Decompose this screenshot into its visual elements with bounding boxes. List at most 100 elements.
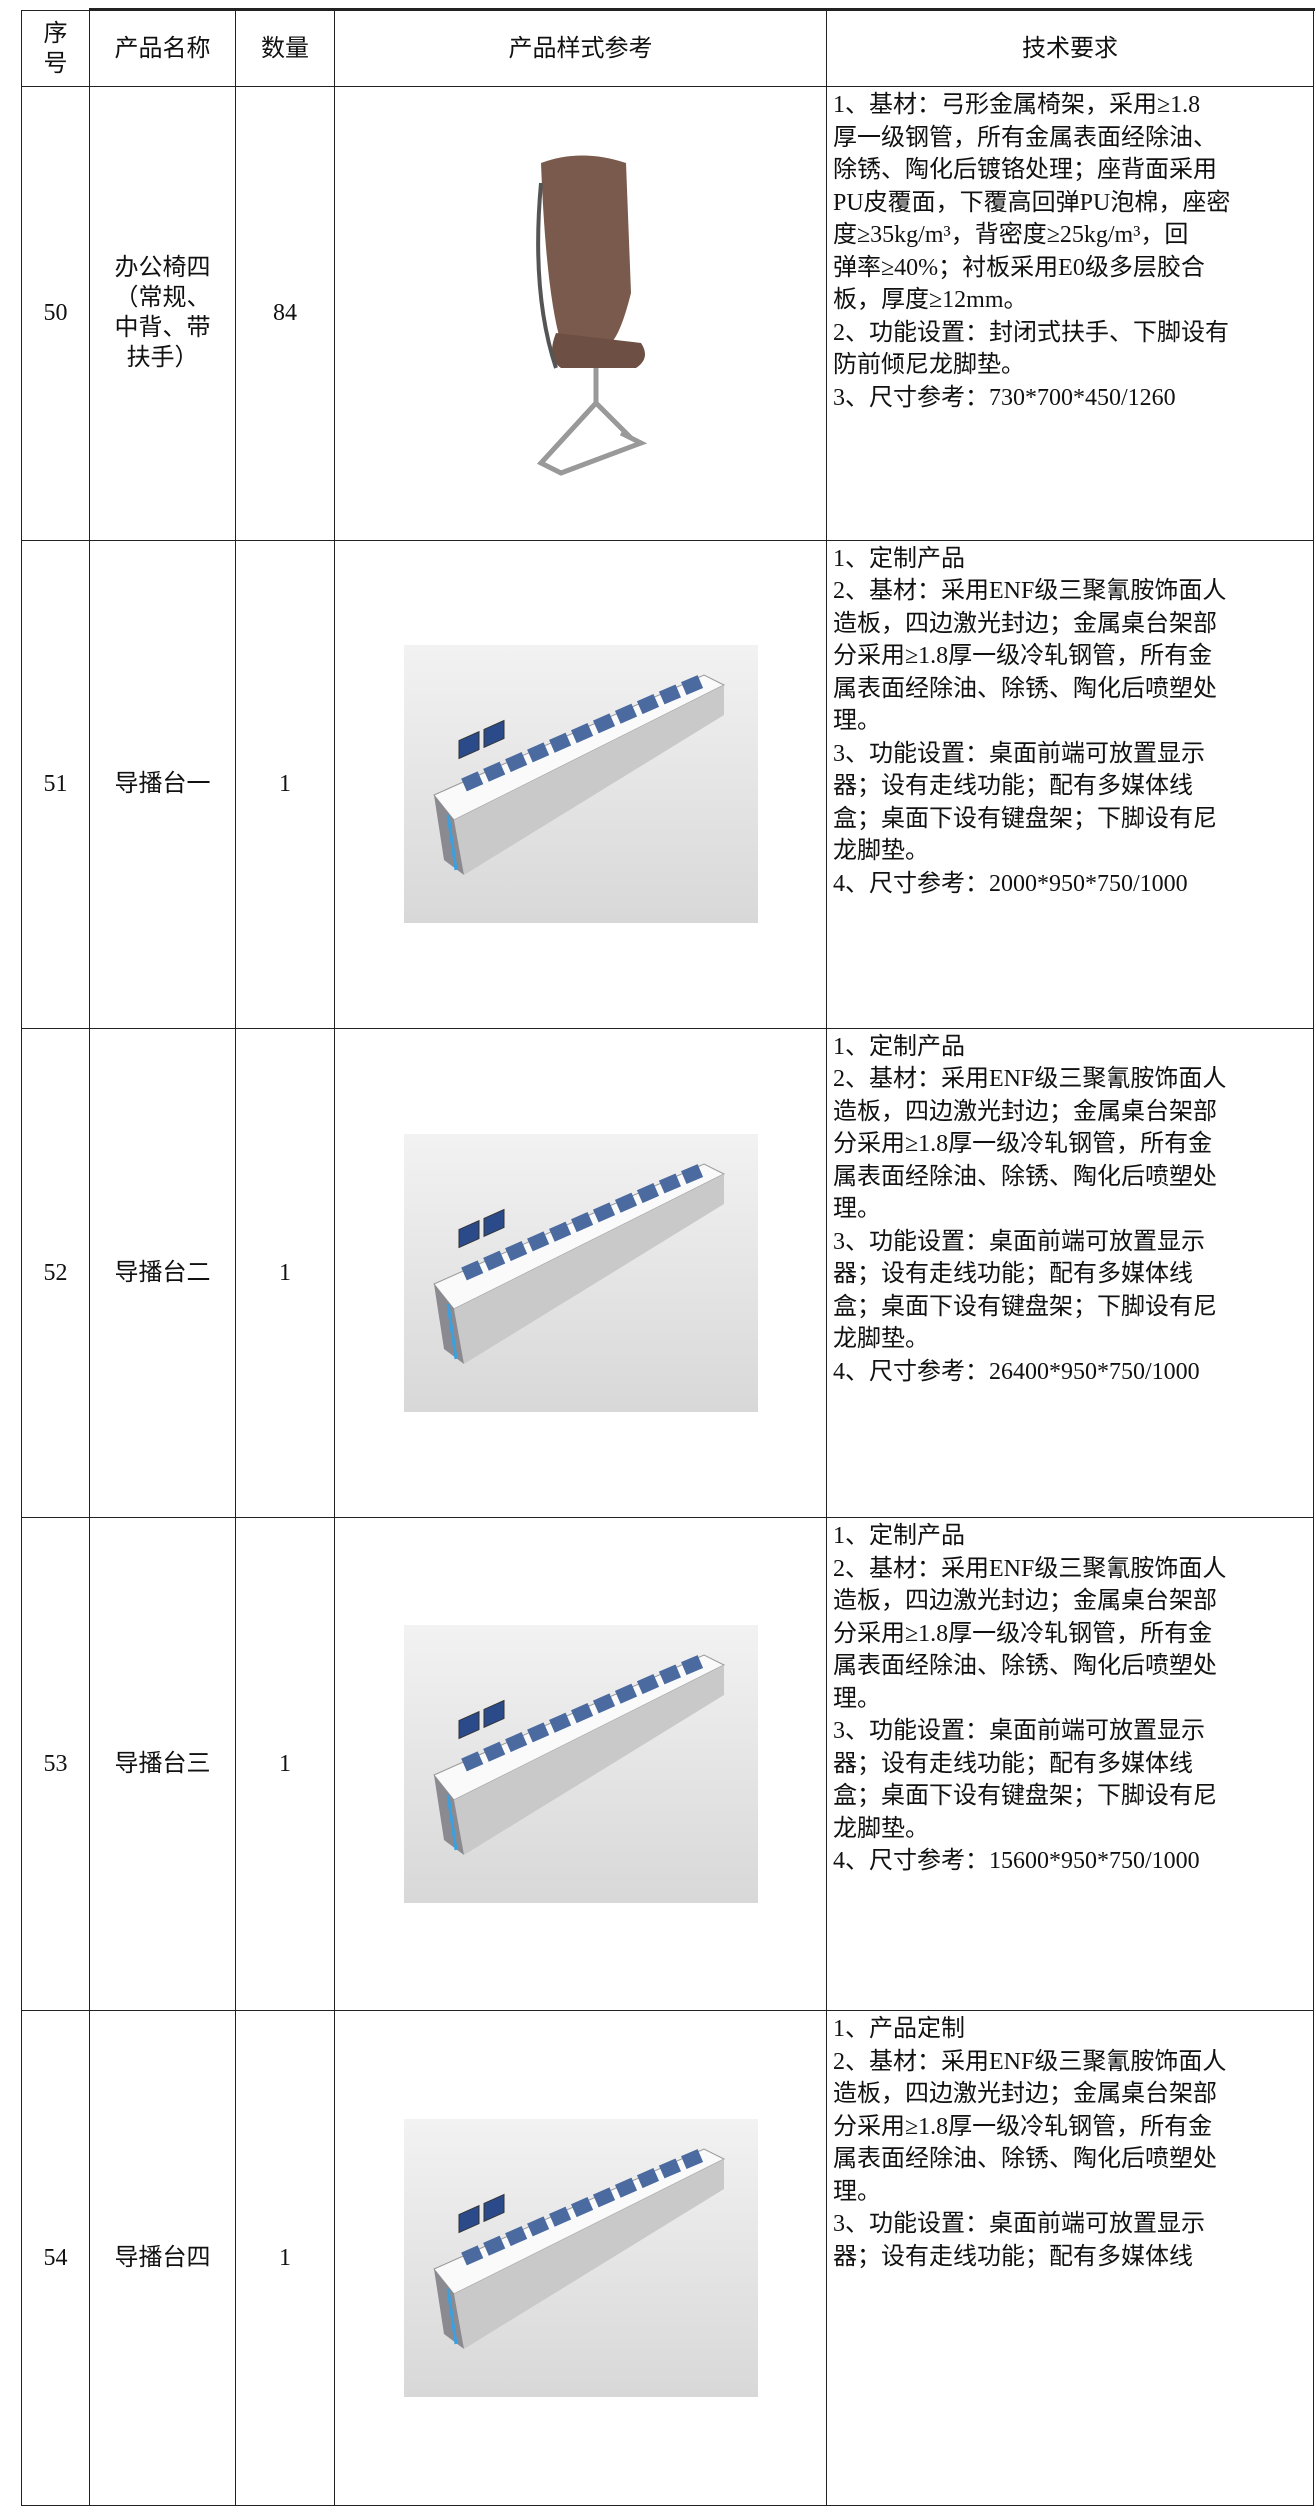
text-line: 1、产品定制 bbox=[833, 2016, 965, 2043]
quantity: 1 bbox=[235, 1027, 335, 1519]
text-line: 4、尺寸参考：15600*950*750/1000 bbox=[833, 1848, 1200, 1875]
text-line: 导播台二 bbox=[114, 1260, 211, 1287]
text-line: 2、基材：采用ENF级三聚氰胺饰面人 bbox=[833, 1066, 1227, 1093]
table-row: 50 办公椅四 （常规、中背、带扶手） 84 1、基材：弓形金属椅架，采用≥1.8 厚一… bbox=[21, 86, 1314, 541]
text-line: 分采用≥1.8厚一级冷轧钢管，所有金 bbox=[833, 643, 1213, 670]
header-cell: 技术要求 bbox=[826, 10, 1314, 87]
quantity: 84 bbox=[235, 86, 335, 541]
product-image-cell bbox=[334, 86, 827, 541]
text-line: 度≥35kg/m³，背密度≥25kg/m³，回 bbox=[833, 222, 1189, 248]
text-line: 3、尺寸参考：730*700*450/1260 bbox=[833, 384, 1176, 411]
text-line: 1、定制产品 bbox=[833, 1523, 965, 1550]
header-cell: 序号 bbox=[21, 10, 90, 87]
text-line: 1、定制产品 bbox=[833, 545, 965, 572]
text-line: 4、尺寸参考：26400*950*750/1000 bbox=[833, 1358, 1200, 1385]
text-line: 盒；桌面下设有键盘架；下脚设有尼 bbox=[833, 805, 1217, 832]
text-line: 2、基材：采用ENF级三聚氰胺饰面人 bbox=[833, 578, 1227, 605]
desk-image bbox=[403, 2119, 758, 2398]
chair-image bbox=[535, 155, 647, 477]
text-line: 3、功能设置：桌面前端可放置显示 bbox=[833, 1718, 1205, 1745]
row-number: 50 bbox=[21, 86, 90, 541]
product-image-cell bbox=[334, 539, 827, 1029]
text-line: 分采用≥1.8厚一级冷轧钢管，所有金 bbox=[833, 1131, 1213, 1158]
quantity: 1 bbox=[235, 1517, 335, 2012]
text-line: 导播台四 bbox=[114, 2245, 211, 2272]
text-line: 属表面经除油、除锈、陶化后喷塑处 bbox=[833, 1163, 1217, 1190]
text-line: 3、功能设置：桌面前端可放置显示 bbox=[833, 740, 1205, 767]
product-image-cell bbox=[334, 2010, 827, 2506]
text-line: 分采用≥1.8厚一级冷轧钢管，所有金 bbox=[833, 2113, 1213, 2140]
table-body: 50 办公椅四 （常规、中背、带扶手） 84 1、基材：弓形金属椅架，采用≥1.8 厚一… bbox=[21, 86, 1314, 2506]
text-line: 板，厚度≥12mm。 bbox=[833, 287, 1028, 313]
text-line: 1、定制产品 bbox=[833, 1033, 965, 1060]
product-name: 导播台四 bbox=[89, 2010, 236, 2506]
row-number: 53 bbox=[21, 1517, 90, 2012]
text-line: 器；设有走线功能；配有多媒体线 bbox=[833, 2243, 1193, 2270]
table-row: 52 导播台二 1 1、定制产品 2、基材：采用ENF级三聚氰胺饰面人 造板，四边激光封… bbox=[21, 1027, 1314, 1519]
header-cell: 产品样式参考 bbox=[334, 10, 827, 87]
product-name: 导播台三 bbox=[89, 1517, 236, 2012]
text-line: 造板，四边激光封边；金属桌台架部 bbox=[833, 1588, 1217, 1615]
desk-image bbox=[403, 645, 758, 924]
row-number: 54 bbox=[21, 2010, 90, 2506]
text-line: 导播台三 bbox=[114, 1751, 211, 1778]
text-line: 属表面经除油、除锈、陶化后喷塑处 bbox=[833, 1653, 1217, 1680]
spec: 1、定制产品 2、基材：采用ENF级三聚氰胺饰面人 造板，四边激光封边；金属桌台架部… bbox=[826, 539, 1314, 1029]
rule bbox=[89, 8, 1315, 11]
header-cell: 产品名称 bbox=[89, 10, 236, 87]
spec: 1、基材：弓形金属椅架，采用≥1.8 厚一级钢管，所有金属表面经除油、 除锈、陶化后… bbox=[826, 86, 1314, 541]
header-row: 序号 产品名称 数量 产品样式参考 技术要求 bbox=[21, 10, 1314, 87]
text-line: 器；设有走线功能；配有多媒体线 bbox=[833, 1750, 1193, 1777]
text-line: 扶手） bbox=[126, 345, 199, 372]
table-row: 51 导播台一 1 1、定制产品 2、基材：采用ENF级三聚氰胺饰面人 造板，四边激光封… bbox=[21, 539, 1314, 1029]
table-row: 54 导播台四 1 1、产品定制 2、基材：采用ENF级三聚氰胺饰面人 造板，四边激光封… bbox=[21, 2010, 1314, 2506]
text-line: 属表面经除油、除锈、陶化后喷塑处 bbox=[833, 2146, 1217, 2173]
spec: 1、定制产品 2、基材：采用ENF级三聚氰胺饰面人 造板，四边激光封边；金属桌台架部… bbox=[826, 1027, 1314, 1519]
text-line: 造板，四边激光封边；金属桌台架部 bbox=[833, 1098, 1217, 1125]
text-line: 厚一级钢管，所有金属表面经除油、 bbox=[833, 124, 1217, 151]
page: 序号 产品名称 数量 产品样式参考 技术要求 50 办公椅四 （常规、中背、带扶手）… bbox=[21, 8, 1315, 2506]
text-line: 2、基材：采用ENF级三聚氰胺饰面人 bbox=[833, 2048, 1227, 2075]
desk-image bbox=[403, 1134, 758, 1413]
text-line: 2、功能设置：封闭式扶手、下脚设有 bbox=[833, 319, 1229, 346]
text-line: 3、功能设置：桌面前端可放置显示 bbox=[833, 2211, 1205, 2238]
text-line: 器；设有走线功能；配有多媒体线 bbox=[833, 1261, 1193, 1288]
text-line: 盒；桌面下设有键盘架；下脚设有尼 bbox=[833, 1293, 1217, 1320]
text-line: 理。 bbox=[833, 1685, 881, 1712]
product-image-cell bbox=[334, 1517, 827, 2012]
spec: 1、产品定制 2、基材：采用ENF级三聚氰胺饰面人 造板，四边激光封边；金属桌台架部… bbox=[826, 2010, 1314, 2506]
text-line: 龙脚垫。 bbox=[833, 1815, 929, 1842]
text-line: 器；设有走线功能；配有多媒体线 bbox=[833, 773, 1193, 800]
row-number: 52 bbox=[21, 1027, 90, 1519]
row-number: 51 bbox=[21, 539, 90, 1029]
text-line: 办公椅四 bbox=[114, 255, 211, 282]
text-line: 2、基材：采用ENF级三聚氰胺饰面人 bbox=[833, 1555, 1227, 1582]
text-line: 分采用≥1.8厚一级冷轧钢管，所有金 bbox=[833, 1620, 1213, 1647]
quantity: 1 bbox=[235, 2010, 335, 2506]
product-name: 导播台一 bbox=[89, 539, 236, 1029]
text-line: 3、功能设置：桌面前端可放置显示 bbox=[833, 1228, 1205, 1255]
text-line: 龙脚垫。 bbox=[833, 1326, 929, 1353]
text-line: 除锈、陶化后镀铬处理；座背面采用 bbox=[833, 157, 1217, 183]
text-line: 理。 bbox=[833, 1196, 881, 1223]
product-table: 序号 产品名称 数量 产品样式参考 技术要求 50 办公椅四 （常规、中背、带扶手）… bbox=[21, 10, 1314, 2506]
text-line: 防前倾尼龙脚垫。 bbox=[833, 352, 1025, 378]
text-line: PU皮覆面，下覆高回弹PU泡棉，座密 bbox=[833, 189, 1231, 216]
spec: 1、定制产品 2、基材：采用ENF级三聚氰胺饰面人 造板，四边激光封边；金属桌台架部… bbox=[826, 1517, 1314, 2012]
text-line: （常规、 bbox=[114, 285, 211, 312]
text-line: 4、尺寸参考：2000*950*750/1000 bbox=[833, 870, 1188, 897]
table-row: 53 导播台三 1 1、定制产品 2、基材：采用ENF级三聚氰胺饰面人 造板，四边激光封… bbox=[21, 1517, 1314, 2012]
product-name: 导播台二 bbox=[89, 1027, 236, 1519]
product-name: 办公椅四 （常规、中背、带扶手） bbox=[89, 86, 236, 541]
quantity: 1 bbox=[235, 539, 335, 1029]
text-line: 弹率≥40%；衬板采用E0级多层胶合 bbox=[833, 254, 1205, 281]
header-cell: 数量 bbox=[235, 10, 335, 87]
text-line: 导播台一 bbox=[114, 771, 211, 798]
text-line: 造板，四边激光封边；金属桌台架部 bbox=[833, 2081, 1217, 2108]
text-line: 1、基材：弓形金属椅架，采用≥1.8 bbox=[833, 92, 1201, 118]
desk-image bbox=[403, 1625, 758, 1904]
text-line: 龙脚垫。 bbox=[833, 838, 929, 865]
text-line: 中背、带 bbox=[114, 315, 211, 342]
text-line: 盒；桌面下设有键盘架；下脚设有尼 bbox=[833, 1783, 1217, 1810]
text-line: 理。 bbox=[833, 708, 881, 735]
